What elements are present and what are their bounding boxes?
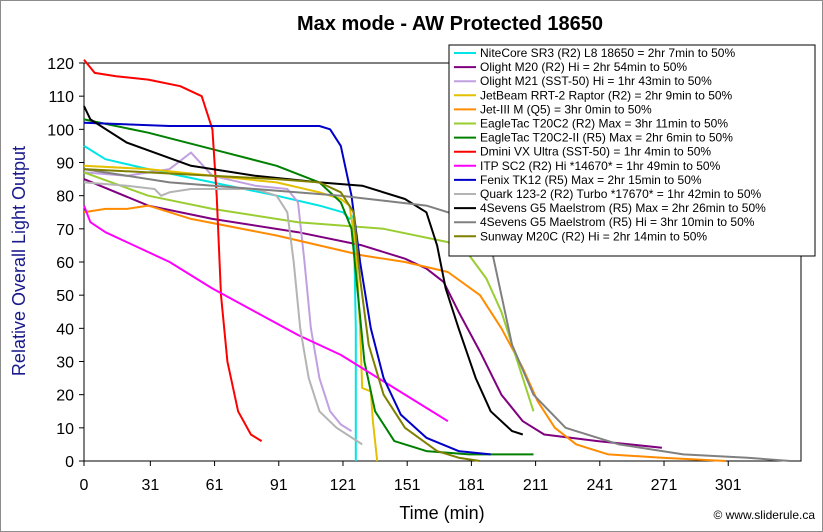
y-tick-label: 20: [56, 388, 74, 405]
series-line: [83, 151, 353, 432]
series-line: [83, 59, 263, 442]
legend-entry: EagleTac T20C2 (R2) Max = 3hr 11min to 5…: [480, 117, 728, 131]
series-line: [83, 168, 481, 462]
legend-entry: ITP SC2 (R2) Hi *14670* = 1hr 49min to 5…: [480, 159, 721, 173]
y-axis-ticks: 0 10 20 30 40 50 60 70 80 90 100 110 120: [47, 56, 84, 471]
x-tick-label: 211: [523, 477, 549, 494]
y-axis-label: Relative Overall Light Output: [9, 146, 29, 376]
legend-items: NiteCore SR3 (R2) L8 18650 = 2hr 7min to…: [454, 46, 766, 243]
x-tick-label: 31: [141, 477, 159, 494]
y-tick-label: 30: [56, 355, 74, 372]
x-tick-label: 91: [270, 477, 288, 494]
series-line: [83, 204, 727, 462]
x-tick-label: 241: [586, 477, 613, 494]
x-tick-label: 151: [394, 477, 421, 494]
legend-entry: Olight M21 (SST-50) Hi = 1hr 43min to 50…: [480, 74, 712, 88]
legend-entry: Dmini VX Ultra (SST-50) = 1hr 4min to 50…: [480, 145, 711, 159]
x-tick-label: 61: [206, 477, 224, 494]
legend-entry: 4Sevens G5 Maelstrom (R5) Hi = 3hr 10min…: [480, 215, 755, 229]
y-tick-label: 10: [56, 421, 74, 438]
series-lines: [83, 59, 791, 462]
legend-box: [448, 44, 816, 257]
legend-entry: Sunway M20C (R2) Hi = 2hr 14min to 50%: [480, 229, 707, 243]
x-axis-label: Time (min): [399, 503, 484, 523]
series-line: [83, 118, 534, 456]
y-tick-label: 90: [56, 156, 74, 173]
credit-text: © www.sliderule.ca: [713, 508, 815, 522]
y-tick-label: 50: [56, 288, 74, 305]
x-tick-label: 181: [458, 477, 485, 494]
y-tick-label: 40: [56, 321, 74, 338]
legend-entry: NiteCore SR3 (R2) L8 18650 = 2hr 7min to…: [480, 46, 735, 60]
series-line: [83, 181, 363, 446]
chart-title: Max mode - AW Protected 18650: [297, 13, 603, 35]
series-line: [83, 168, 791, 462]
legend-entry: EagleTac T20C2-II (R5) Max = 2hr 6min to…: [480, 131, 733, 145]
legend: NiteCore SR3 (R2) L8 18650 = 2hr 7min to…: [448, 44, 816, 257]
x-tick-label: 0: [80, 477, 89, 494]
series-line: [83, 205, 449, 423]
y-tick-label: 120: [47, 56, 74, 73]
x-tick-label: 271: [651, 477, 678, 494]
legend-entry: Jet-III M (Q5) = 3hr 0min to 50%: [480, 102, 652, 116]
y-tick-label: 110: [48, 89, 74, 106]
legend-entry: JetBeam RRT-2 Raptor (R2) = 2hr 9min to …: [480, 88, 733, 102]
y-tick-label: 100: [47, 122, 74, 139]
x-tick-label: 121: [330, 477, 357, 494]
series-line: [83, 105, 524, 436]
legend-entry: 4Sevens G5 Maelstrom (R5) Max = 2hr 26mi…: [480, 201, 766, 215]
y-tick-label: 70: [56, 222, 74, 239]
x-tick-label: 301: [715, 477, 742, 494]
y-tick-label: 80: [56, 189, 74, 206]
legend-entry: Fenix TK12 (R5) Max = 2hr 15min to 50%: [480, 173, 702, 187]
legend-entry: Olight M20 (R2) Hi = 2hr 54min to 50%: [480, 60, 687, 74]
y-tick-label: 60: [56, 255, 74, 272]
y-tick-label: 0: [65, 454, 74, 471]
x-axis-ticks: 0 31 61 91 121 151 181 211 241 271 301: [80, 461, 742, 494]
legend-entry: Quark 123-2 (R2) Turbo *17670* = 1hr 42m…: [480, 187, 761, 201]
